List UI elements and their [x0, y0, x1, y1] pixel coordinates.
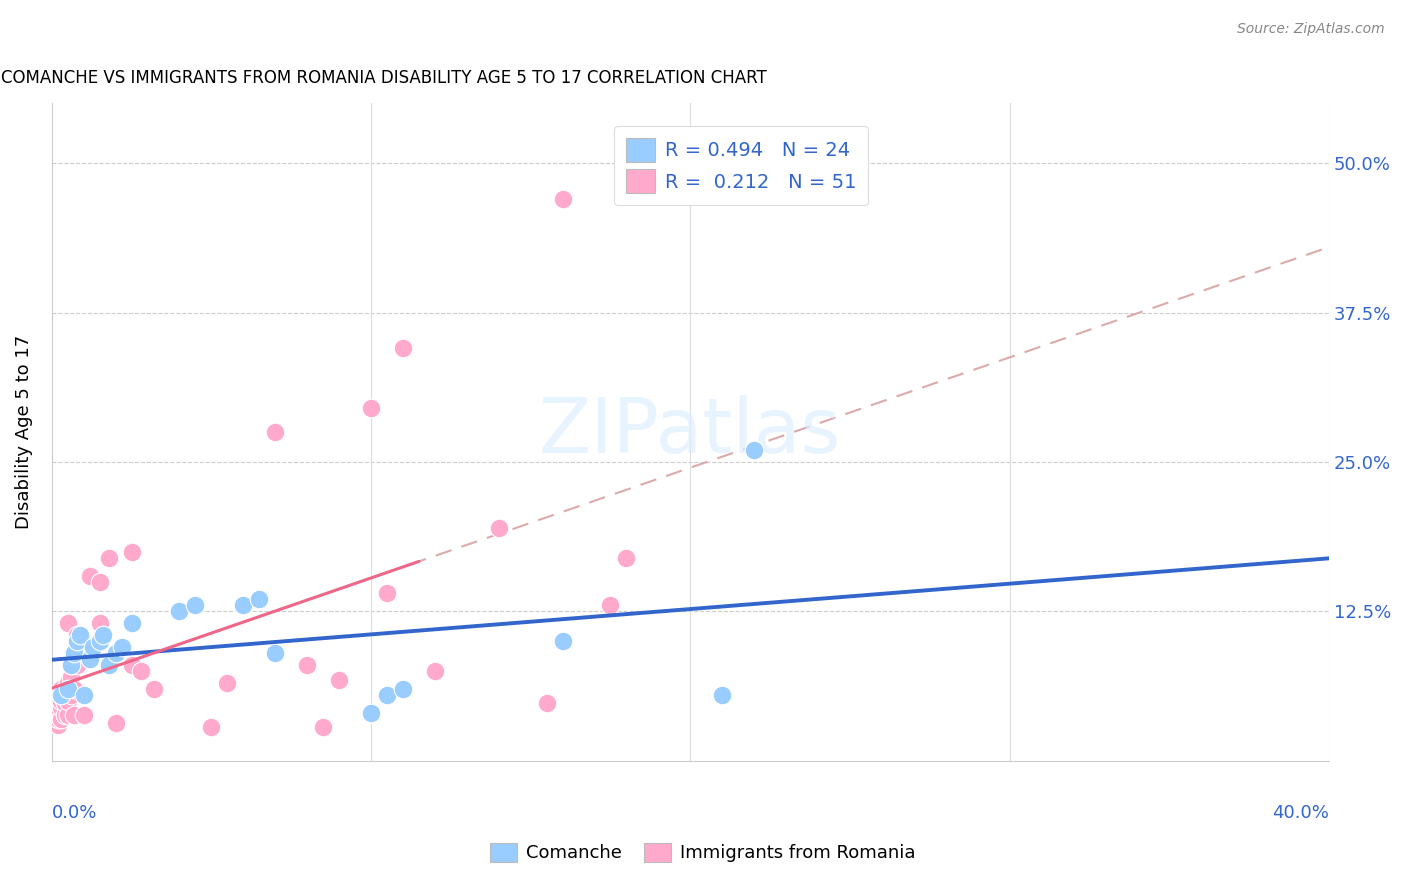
Point	[66, 628, 89, 642]
Point	[616, 550, 638, 565]
Point	[247, 592, 270, 607]
Point	[56, 676, 79, 690]
Point	[56, 708, 79, 723]
Point	[53, 682, 76, 697]
Point	[56, 616, 79, 631]
Point	[423, 664, 446, 678]
Text: 40.0%: 40.0%	[1272, 804, 1329, 822]
Point	[312, 720, 335, 734]
Point	[63, 646, 86, 660]
Point	[53, 708, 76, 723]
Text: Source: ZipAtlas.com: Source: ZipAtlas.com	[1237, 22, 1385, 37]
Point	[488, 521, 510, 535]
Point	[536, 697, 558, 711]
Point	[46, 718, 69, 732]
Point	[98, 550, 121, 565]
Point	[217, 676, 239, 690]
Point	[73, 688, 96, 702]
Point	[392, 682, 415, 697]
Point	[53, 697, 76, 711]
Text: COMANCHE VS IMMIGRANTS FROM ROMANIA DISABILITY AGE 5 TO 17 CORRELATION CHART: COMANCHE VS IMMIGRANTS FROM ROMANIA DISA…	[0, 69, 766, 87]
Point	[360, 401, 382, 416]
Point	[264, 646, 287, 660]
Point	[66, 658, 89, 673]
Point	[63, 682, 86, 697]
Point	[184, 599, 207, 613]
Point	[66, 634, 89, 648]
Point	[44, 688, 66, 702]
Point	[59, 658, 82, 673]
Point	[375, 688, 398, 702]
Point	[142, 682, 165, 697]
Point	[63, 708, 86, 723]
Point	[121, 658, 143, 673]
Point	[89, 634, 111, 648]
Point	[82, 640, 104, 655]
Point	[232, 599, 254, 613]
Point	[59, 658, 82, 673]
Point	[59, 670, 82, 684]
Point	[44, 700, 66, 714]
Point	[98, 658, 121, 673]
Point	[69, 628, 91, 642]
Point	[79, 568, 101, 582]
Point	[46, 688, 69, 702]
Point	[599, 599, 621, 613]
Point	[51, 694, 73, 708]
Point	[59, 688, 82, 702]
Point	[121, 544, 143, 558]
Point	[89, 616, 111, 631]
Legend: Comanche, Immigrants from Romania: Comanche, Immigrants from Romania	[484, 836, 922, 870]
Point	[46, 712, 69, 726]
Point	[295, 658, 318, 673]
Point	[51, 688, 73, 702]
Point	[51, 700, 73, 714]
Point	[328, 673, 350, 687]
Point	[56, 682, 79, 697]
Point	[46, 700, 69, 714]
Point	[51, 688, 73, 702]
Point	[121, 616, 143, 631]
Point	[56, 694, 79, 708]
Text: ZIPatlas: ZIPatlas	[538, 395, 841, 469]
Point	[742, 443, 765, 458]
Point	[91, 628, 114, 642]
Point	[104, 646, 127, 660]
Point	[129, 664, 152, 678]
Text: 0.0%: 0.0%	[52, 804, 97, 822]
Point	[264, 425, 287, 439]
Point	[200, 720, 222, 734]
Point	[711, 688, 734, 702]
Point	[551, 634, 574, 648]
Y-axis label: Disability Age 5 to 17: Disability Age 5 to 17	[15, 335, 32, 529]
Point	[111, 640, 134, 655]
Point	[169, 604, 191, 618]
Point	[551, 192, 574, 206]
Point	[44, 694, 66, 708]
Point	[73, 708, 96, 723]
Point	[104, 715, 127, 730]
Point	[51, 712, 73, 726]
Point	[375, 586, 398, 600]
Legend: R = 0.494   N = 24, R =  0.212   N = 51: R = 0.494 N = 24, R = 0.212 N = 51	[614, 127, 868, 205]
Point	[392, 342, 415, 356]
Point	[51, 682, 73, 697]
Point	[79, 652, 101, 666]
Point	[360, 706, 382, 720]
Point	[89, 574, 111, 589]
